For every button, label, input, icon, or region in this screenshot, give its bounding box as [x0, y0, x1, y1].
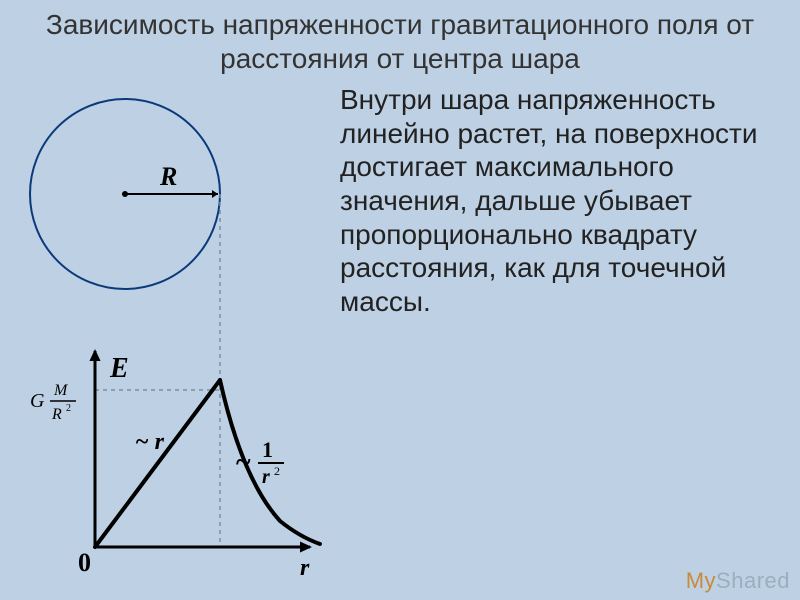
svg-text:G: G [30, 390, 45, 412]
physics-diagram: REr0GMR2~ r~1r2 [0, 79, 340, 589]
svg-text:1: 1 [262, 437, 273, 462]
content-row: REr0GMR2~ r~1r2 Внутри шара напряженност… [0, 79, 800, 599]
svg-text:~ r: ~ r [135, 429, 165, 455]
svg-text:2: 2 [66, 403, 71, 414]
svg-text:~: ~ [236, 447, 251, 478]
svg-text:M: M [53, 382, 69, 399]
svg-text:0: 0 [78, 548, 91, 577]
text-panel: Внутри шара напряженность линейно растет… [340, 79, 800, 599]
diagram-panel: REr0GMR2~ r~1r2 [0, 79, 340, 599]
watermark: MyShared [686, 568, 790, 594]
svg-text:R: R [51, 406, 62, 423]
page-title: Зависимость напряженности гравитационног… [0, 0, 800, 79]
watermark-shared: Shared [716, 568, 790, 593]
svg-text:R: R [159, 162, 177, 191]
svg-text:2: 2 [274, 464, 280, 478]
svg-text:E: E [109, 353, 129, 384]
watermark-my: My [686, 568, 716, 593]
body-text: Внутри шара напряженность линейно растет… [340, 83, 780, 318]
svg-text:r: r [262, 466, 270, 488]
svg-text:r: r [300, 555, 310, 581]
